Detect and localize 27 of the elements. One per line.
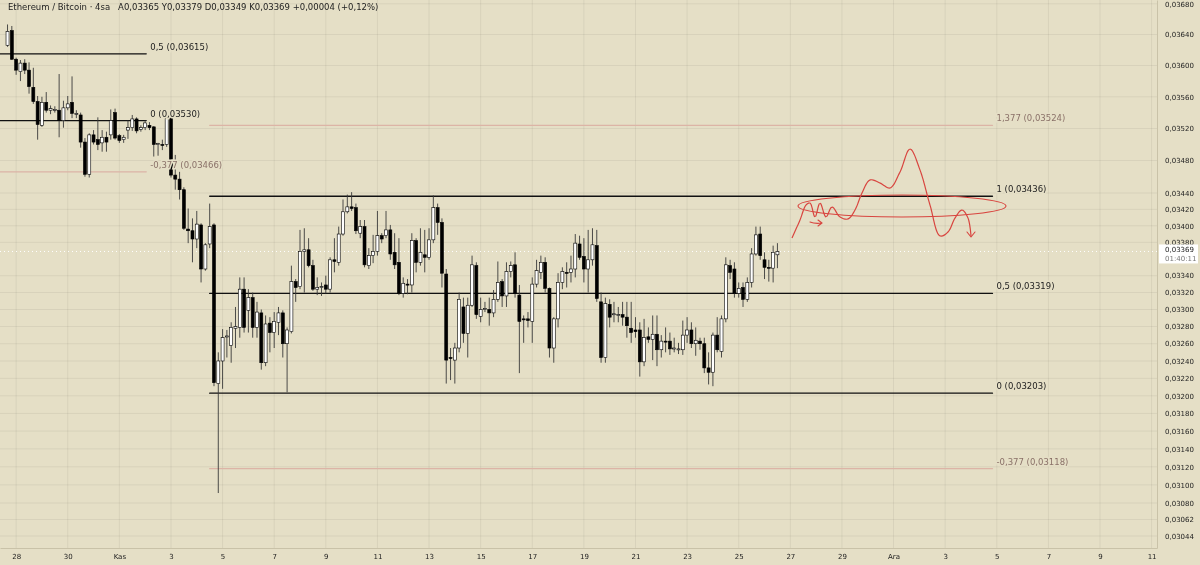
annotation: 0,5 (0,03319) [996, 281, 1055, 292]
candlestick [18, 59, 23, 82]
candlestick [70, 75, 74, 119]
candlestick [108, 108, 113, 141]
candlestick [655, 315, 659, 367]
annotation: 0 (0,03203) [996, 381, 1047, 392]
candlestick [246, 288, 251, 333]
candlestick [616, 306, 621, 323]
candlestick [741, 281, 745, 308]
annotation: -0,377 (0,03118) [996, 456, 1069, 467]
annotation: 1 (0,03436) [996, 184, 1047, 195]
annotation: 0 (0,03530) [150, 108, 201, 119]
candlestick [612, 301, 616, 323]
annotation: 0,5 (0,03615) [150, 41, 209, 52]
annotation: 1,377 (0,03524) [996, 113, 1066, 124]
candlestick [693, 326, 698, 357]
chart-title: Ethereum / Bitcoin · 4sa [8, 2, 111, 12]
candlestick [302, 227, 307, 294]
candlestick [663, 326, 668, 353]
candlestick [319, 281, 324, 297]
candlestick [659, 334, 664, 358]
chart-subtitle: A0,03365 Y0,03379 D0,03349 K0,03369 +0,00004 (+0,12%) [118, 2, 379, 12]
candlestick [650, 315, 655, 361]
candlestick [151, 125, 156, 157]
candlestick [126, 120, 130, 140]
candlestick [422, 229, 427, 273]
candlestick [487, 297, 492, 327]
